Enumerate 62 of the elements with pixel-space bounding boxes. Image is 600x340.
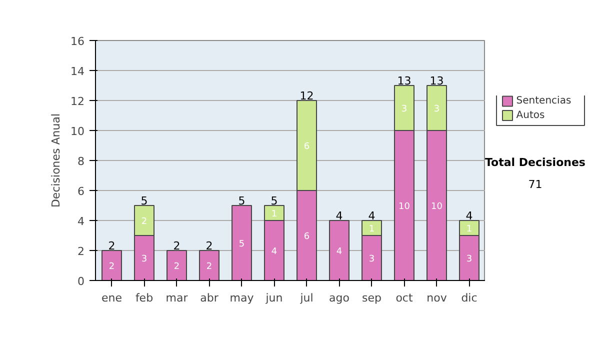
- total-label: 4: [336, 210, 343, 222]
- data-label: 3: [368, 254, 375, 264]
- bar: [329, 220, 350, 280]
- bar: [199, 250, 220, 280]
- y-tick-label: 10: [70, 125, 85, 138]
- y-tick-label: 14: [70, 65, 85, 78]
- y-tick-label: 16: [70, 35, 85, 48]
- x-tick-label: dic: [461, 292, 478, 304]
- text: 71: [527, 176, 544, 192]
- bar: [166, 250, 187, 280]
- data-label: 1: [271, 210, 278, 220]
- total-label: 4: [466, 210, 473, 222]
- bar: [232, 205, 252, 280]
- data-label: 1: [368, 224, 375, 234]
- x-tick-label: jun: [264, 292, 283, 304]
- x-tick-label: nov: [426, 292, 448, 304]
- data-label: 2: [174, 262, 180, 272]
- x-tick-label: sep: [362, 292, 382, 304]
- data-label: 6: [304, 142, 310, 152]
- x-tick-label: jul: [299, 292, 314, 304]
- total-label: 2: [173, 240, 180, 252]
- y-tick-label: 8: [78, 155, 84, 168]
- y-tick-label: 2: [78, 245, 84, 258]
- data-label: 2: [206, 262, 212, 272]
- bar: [102, 250, 122, 280]
- data-label: 6: [304, 232, 310, 242]
- y-tick-label: 12: [70, 95, 85, 108]
- y-tick-label: 6: [78, 185, 84, 198]
- total-label: 2: [206, 240, 213, 252]
- total-label: 5: [270, 194, 278, 208]
- data-label: 3: [401, 104, 408, 114]
- data-label: 3: [434, 104, 440, 114]
- x-tick-label: mar: [166, 292, 188, 304]
- x-tick-label: ene: [101, 292, 122, 304]
- total-label: 12: [300, 90, 314, 102]
- data-label: 4: [271, 247, 278, 257]
- annotation: Total Decisiones: [485, 155, 586, 171]
- data-label: 2: [141, 217, 148, 227]
- total-label: 13: [430, 74, 444, 88]
- data-label: 10: [431, 202, 443, 212]
- x-tick-label: abr: [200, 292, 219, 304]
- total-label: 4: [368, 210, 376, 222]
- legend-label: Sentencias: [516, 96, 572, 107]
- x-tick-label: ago: [329, 292, 350, 304]
- data-label: 5: [238, 240, 245, 250]
- y-tick-label: 4: [78, 215, 84, 228]
- data-label: 3: [466, 254, 472, 264]
- data-label: 3: [141, 254, 148, 264]
- legend-label: Autos: [516, 110, 545, 121]
- x-tick-label: may: [230, 292, 254, 304]
- total-label: 13: [397, 74, 412, 88]
- x-tick-label: oct: [396, 292, 414, 304]
- data-label: 2: [108, 262, 115, 272]
- total-label: 5: [238, 194, 246, 208]
- x-tick-label: feb: [135, 292, 154, 304]
- y-axis-title: Decisiones Anual: [50, 113, 63, 208]
- y-tick-label: 0: [78, 275, 84, 288]
- data-label: 4: [336, 247, 342, 257]
- data-label: 1: [466, 224, 472, 234]
- total-label: 2: [108, 240, 116, 252]
- data-label: 10: [398, 202, 410, 212]
- total-label: 5: [140, 194, 148, 208]
